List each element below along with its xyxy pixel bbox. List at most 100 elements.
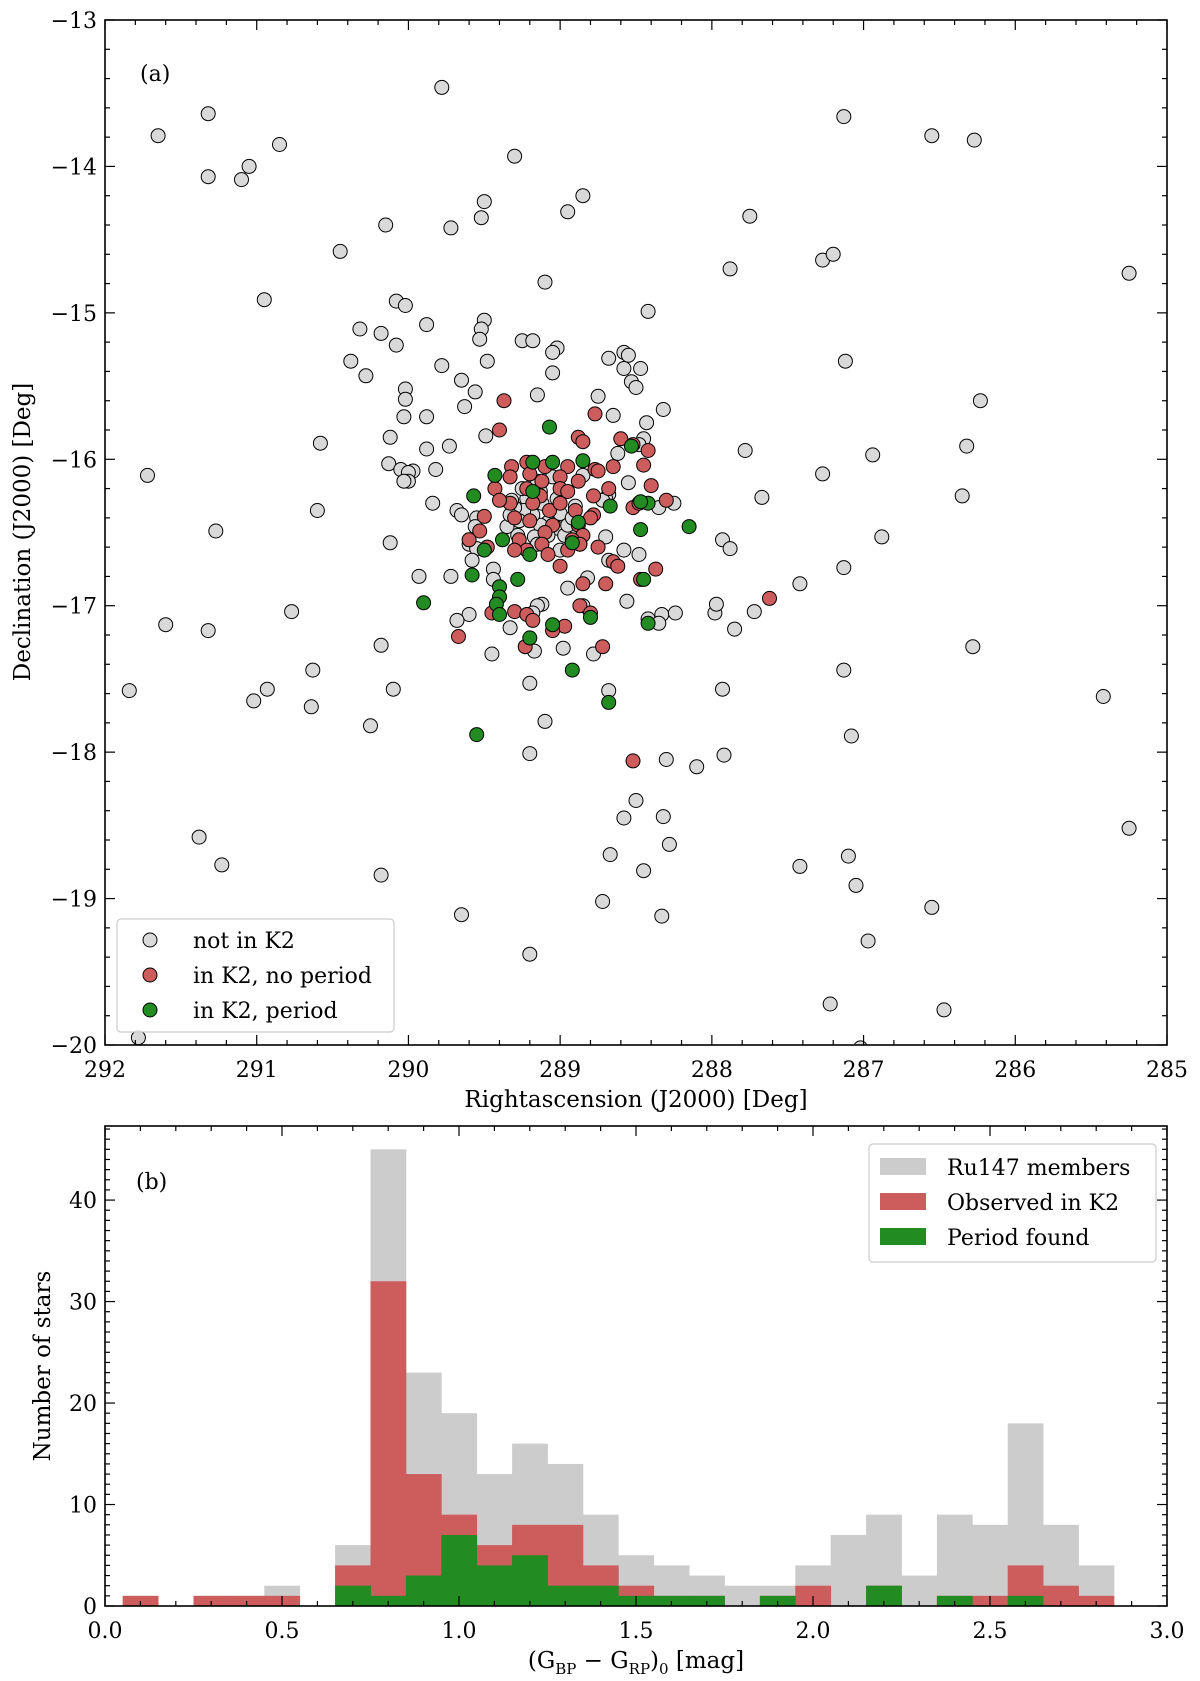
point-no-period — [492, 492, 507, 508]
point-not-in-k2 — [428, 462, 444, 477]
point-not-in-k2 — [525, 333, 541, 349]
point-not-in-k2 — [461, 607, 477, 622]
point-not-in-k2 — [746, 604, 762, 620]
point-not-in-k2 — [865, 447, 881, 463]
bar-observed — [193, 1595, 230, 1606]
point-not-in-k2 — [555, 640, 571, 656]
x-tick-label: 286 — [994, 1058, 1036, 1083]
point-not-in-k2 — [959, 438, 975, 454]
xlabel-part: (G — [528, 1648, 555, 1674]
point-not-in-k2 — [121, 683, 137, 699]
point-not-in-k2 — [522, 946, 538, 962]
point-no-period — [601, 481, 617, 497]
scatter-y-tick-labels: −20 −19 −18 −17 −16 −15 −14 −13 — [51, 9, 97, 1059]
y-tick-label: 20 — [69, 1392, 97, 1417]
bar-period — [866, 1585, 902, 1606]
legend-label-period-found: Period found — [947, 1226, 1090, 1251]
point-not-in-k2 — [200, 106, 216, 122]
point-not-in-k2 — [419, 409, 435, 425]
point-not-in-k2 — [478, 428, 494, 444]
point-not-in-k2 — [305, 662, 321, 678]
point-not-in-k2 — [507, 148, 523, 164]
point-not-in-k2 — [620, 347, 636, 363]
point-period — [564, 535, 580, 551]
y-tick-label: −16 — [51, 448, 97, 473]
point-no-period — [472, 523, 488, 539]
point-not-in-k2 — [272, 137, 287, 152]
point-not-in-k2 — [529, 387, 545, 403]
point-not-in-k2 — [388, 337, 404, 353]
y-tick-label: −17 — [51, 595, 97, 620]
point-no-period — [492, 422, 507, 438]
point-no-period — [461, 532, 477, 548]
point-not-in-k2 — [545, 365, 561, 381]
point-not-in-k2 — [848, 877, 864, 893]
point-period — [601, 694, 617, 710]
point-not-in-k2 — [396, 409, 412, 425]
scatter-panel: 292 291 290 289 288 287 286 285 −20 −19 −18 −17 −16… — [10, 9, 1188, 1113]
point-not-in-k2 — [434, 79, 450, 95]
point-not-in-k2 — [234, 172, 249, 188]
point-not-in-k2 — [464, 552, 480, 568]
bar-period — [689, 1595, 725, 1606]
point-not-in-k2 — [853, 1040, 868, 1045]
point-not-in-k2 — [620, 475, 636, 491]
point-not-in-k2 — [522, 675, 538, 691]
point-period — [476, 542, 492, 558]
bar-period — [370, 1595, 407, 1606]
point-not-in-k2 — [628, 380, 644, 395]
point-no-period — [636, 457, 652, 473]
point-not-in-k2 — [397, 391, 413, 407]
point-not-in-k2 — [602, 847, 618, 863]
point-not-in-k2 — [312, 435, 328, 451]
point-no-period — [586, 488, 601, 504]
point-not-in-k2 — [246, 693, 262, 709]
xlabel-part: [mag] — [669, 1648, 745, 1674]
point-not-in-k2 — [200, 169, 216, 185]
point-not-in-k2 — [639, 415, 655, 431]
point-not-in-k2 — [476, 194, 492, 210]
bar-observed — [122, 1595, 159, 1606]
point-not-in-k2 — [200, 623, 216, 639]
bar-period — [653, 1595, 690, 1606]
point-period — [681, 519, 697, 535]
xlabel-sub-bp: BP — [555, 1660, 576, 1678]
point-not-in-k2 — [484, 646, 500, 662]
point-not-in-k2 — [385, 681, 401, 697]
x-tick-label: 1.0 — [442, 1619, 477, 1644]
point-not-in-k2 — [425, 495, 441, 511]
x-tick-label: 3.0 — [1150, 1619, 1185, 1644]
point-not-in-k2 — [655, 809, 671, 825]
point-no-period — [658, 492, 674, 508]
bar-members — [901, 1575, 938, 1606]
point-not-in-k2 — [716, 747, 732, 763]
point-no-period — [610, 558, 626, 574]
point-no-period — [522, 513, 538, 529]
y-tick-label: 40 — [69, 1189, 97, 1214]
point-not-in-k2 — [715, 681, 730, 697]
point-no-period — [534, 473, 550, 489]
point-not-in-k2 — [843, 728, 859, 744]
point-period — [466, 488, 482, 504]
point-no-period — [575, 576, 591, 592]
point-not-in-k2 — [256, 292, 272, 308]
legend-marker-not-in-k2 — [142, 932, 158, 948]
bar-members — [830, 1534, 867, 1606]
bar-period — [405, 1575, 442, 1606]
point-no-period — [590, 463, 606, 479]
point-not-in-k2 — [381, 456, 397, 472]
x-tick-label: 287 — [843, 1058, 885, 1083]
point-not-in-k2 — [373, 637, 389, 653]
point-no-period — [542, 503, 557, 518]
point-not-in-k2 — [1095, 689, 1111, 704]
x-tick-label: 292 — [84, 1058, 126, 1083]
point-no-period — [640, 443, 656, 458]
y-tick-label: −20 — [51, 1034, 97, 1059]
x-tick-label: 2.0 — [796, 1619, 831, 1644]
bar-period — [759, 1595, 796, 1606]
panel-label-b: (b) — [136, 1170, 167, 1195]
point-not-in-k2 — [667, 605, 683, 621]
point-no-period — [575, 434, 591, 450]
point-period — [510, 571, 526, 587]
point-no-period — [595, 639, 611, 655]
